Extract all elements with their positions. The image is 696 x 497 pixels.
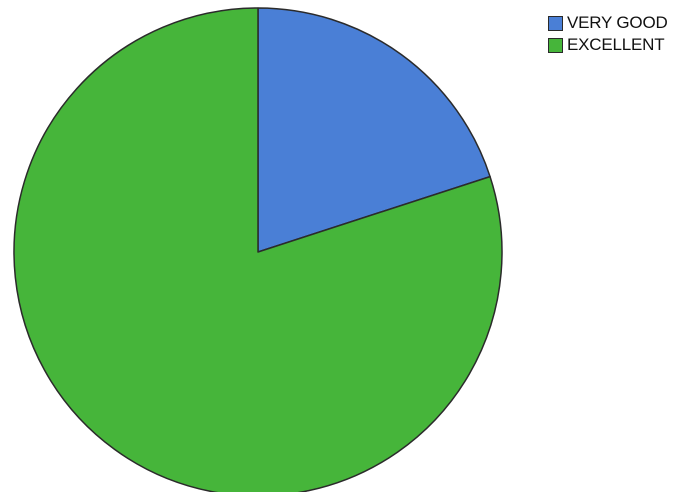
legend-item-very-good: VERY GOOD (548, 12, 696, 34)
pie-slice-excellent (13, 7, 503, 497)
legend-swatch-excellent (548, 37, 563, 53)
pie-slice-very-good (257, 7, 491, 253)
legend: VERY GOOD EXCELLENT (548, 12, 696, 56)
legend-label-excellent: EXCELLENT (567, 35, 665, 54)
legend-item-excellent: EXCELLENT (548, 34, 696, 56)
legend-label-very-good: VERY GOOD (567, 13, 668, 32)
legend-swatch-very-good (548, 15, 563, 31)
